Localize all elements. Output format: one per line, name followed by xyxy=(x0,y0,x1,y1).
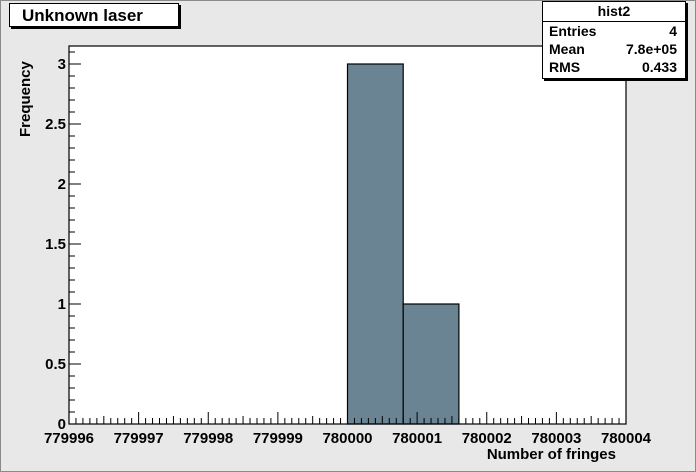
y-axis-label: Frequency xyxy=(17,61,34,137)
stats-entries-row: Entries 4 xyxy=(543,22,685,40)
chart-title: Unknown laser xyxy=(9,3,179,27)
stats-rms-label: RMS xyxy=(549,59,581,75)
stats-entries-label: Entries xyxy=(549,23,597,39)
y-tick-label: 1 xyxy=(58,296,66,313)
y-tick-label: 3 xyxy=(58,56,66,73)
stats-hist-name: hist2 xyxy=(543,2,685,22)
stats-entries-value: 4 xyxy=(669,23,677,39)
x-tick-label: 780003 xyxy=(531,430,581,447)
x-tick-label: 780002 xyxy=(462,430,512,447)
y-tick-label: 0.5 xyxy=(45,356,66,373)
x-axis-label: Number of fringes xyxy=(486,446,616,463)
stats-rms-value: 0.433 xyxy=(641,59,677,75)
y-tick-label: 1.5 xyxy=(45,236,66,253)
stats-rms-row: RMS 0.433 xyxy=(543,58,685,76)
stats-box: hist2 Entries 4 Mean 7.8e+05 RMS 0.433 xyxy=(542,1,686,79)
x-tick-label: 780004 xyxy=(601,430,652,447)
x-tick-label: 779999 xyxy=(253,430,303,447)
histogram-bar-0 xyxy=(346,63,404,425)
stats-mean-label: Mean xyxy=(549,41,585,57)
x-tick-label: 780000 xyxy=(322,430,372,447)
x-tick-label: 780001 xyxy=(392,430,442,447)
stats-mean-value: 7.8e+05 xyxy=(626,41,677,57)
y-tick-label: 0 xyxy=(58,416,66,433)
x-tick-label: 779997 xyxy=(114,430,164,447)
histogram-bar-1 xyxy=(402,303,460,425)
x-tick-label: 779996 xyxy=(44,430,94,447)
y-tick-label: 2 xyxy=(58,176,66,193)
y-tick-label: 2.5 xyxy=(45,116,66,133)
x-tick-label: 779998 xyxy=(183,430,233,447)
stats-mean-row: Mean 7.8e+05 xyxy=(543,40,685,58)
